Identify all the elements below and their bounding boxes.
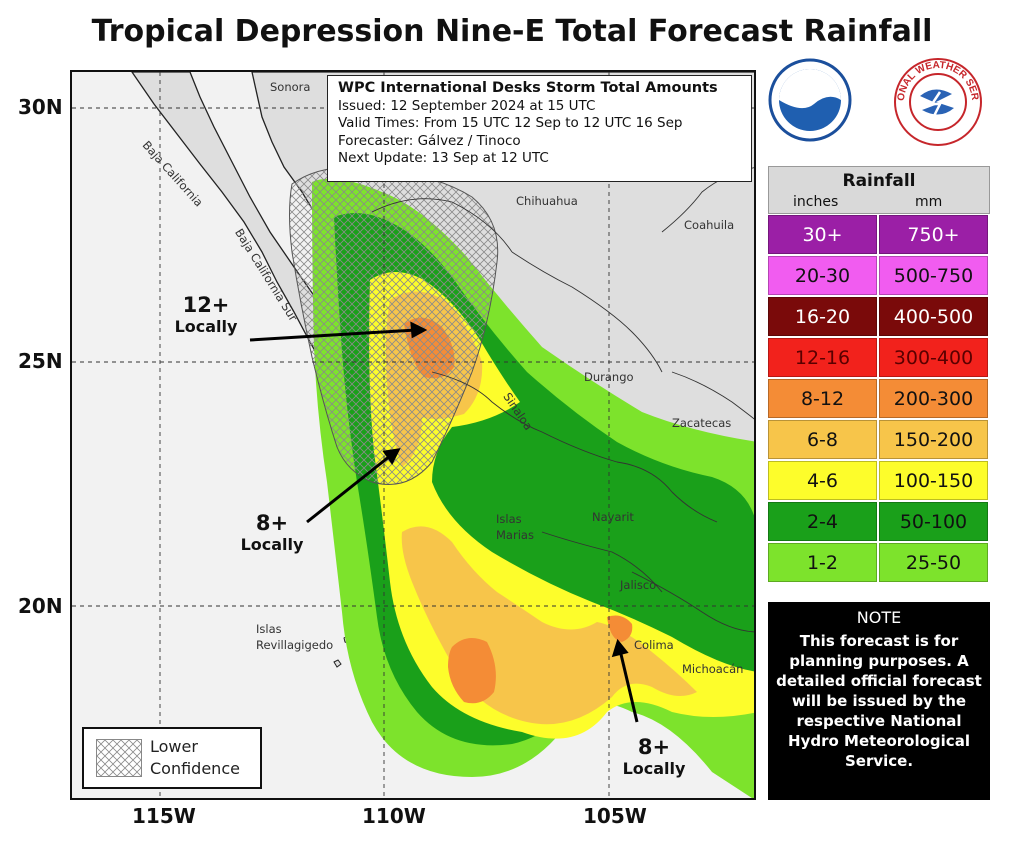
lat-label-30n: 30N: [18, 95, 63, 119]
legend-cell-mm: 150-200: [879, 420, 988, 459]
legend-mm-label: mm: [915, 194, 943, 210]
callout-amount: 8+: [255, 511, 289, 535]
map-title: Tropical Depression Nine-E Total Forecas…: [91, 14, 933, 49]
map-graphic: [72, 72, 754, 798]
legend-row: 8-12 200-300: [768, 378, 990, 419]
info-issued: Issued: 12 September 2024 at 15 UTC: [338, 97, 596, 114]
legend-row: 6-8 150-200: [768, 419, 990, 460]
legend-cell-mm: 400-500: [879, 297, 988, 336]
hatch-swatch: [96, 739, 142, 777]
legend-cell-mm: 750+: [879, 215, 988, 254]
lower-confidence-region: [289, 166, 499, 485]
legend-row: 20-30 500-750: [768, 255, 990, 296]
legend-cell-inches: 2-4: [768, 502, 877, 541]
nws-logo: NATIONAL WEATHER SERVICE: [890, 56, 982, 146]
legend-cell-mm: 500-750: [879, 256, 988, 295]
place-nayarit: Nayarit: [592, 510, 634, 524]
legend-cell-mm: 50-100: [879, 502, 988, 541]
lon-label-105w: 105W: [583, 804, 647, 828]
info-valid-times: Valid Times: From 15 UTC 12 Sep to 12 UT…: [338, 115, 683, 131]
place-zacatecas: Zacatecas: [672, 416, 732, 430]
note-box: NOTE This forecast is for planning purpo…: [768, 602, 990, 800]
noaa-logo: NOAA: [768, 58, 852, 142]
place-islas-revillagigedo-2: Revillagigedo: [256, 638, 334, 652]
rainfall-map: Sonora Baja California Baja California S…: [70, 70, 756, 800]
legend-cell-inches: 8-12: [768, 379, 877, 418]
legend-cell-inches: 16-20: [768, 297, 877, 336]
state-boundaries: [371, 167, 754, 633]
legend-cell-inches: 6-8: [768, 420, 877, 459]
legend-cell-mm: 25-50: [879, 543, 988, 582]
callout-locally: Locally: [174, 317, 238, 336]
place-colima: Colima: [634, 638, 674, 652]
legend-cell-inches: 4-6: [768, 461, 877, 500]
callout-amount: 12+: [182, 293, 230, 317]
legend-row: 16-20 400-500: [768, 296, 990, 337]
info-next-update: Next Update: 13 Sep at 12 UTC: [338, 150, 549, 166]
callout-8-plus-colima: 8+ Locally: [612, 736, 696, 780]
lat-label-25n: 25N: [18, 349, 63, 373]
legend-row: 1-2 25-50: [768, 542, 990, 583]
place-michoacan: Michoacán: [682, 662, 744, 676]
lat-label-20n: 20N: [18, 594, 63, 618]
legend-cell-inches: 1-2: [768, 543, 877, 582]
place-chihuahua: Chihuahua: [516, 194, 578, 208]
info-title: WPC International Desks Storm Total Amou…: [338, 80, 718, 96]
legend-row: 12-16 300-400: [768, 337, 990, 378]
band-6-8: [386, 291, 697, 725]
forecast-info-box: WPC International Desks Storm Total Amou…: [327, 75, 752, 182]
legend-rows: 30+ 750+ 20-30 500-750 16-20 400-500 12-16 300-…: [768, 214, 990, 583]
note-body: This forecast is for planning purposes. …: [776, 632, 982, 770]
callout-amount: 8+: [637, 735, 671, 759]
place-islas-revillagigedo-1: Islas: [256, 622, 282, 636]
note-title: NOTE: [856, 608, 902, 627]
info-forecaster: Forecaster: Gálvez / Tinoco: [338, 132, 521, 149]
legend-cell-mm: 200-300: [879, 379, 988, 418]
legend-inches-label: inches: [793, 194, 839, 210]
confidence-line-1: Lower: [150, 737, 198, 756]
legend-cell-mm: 100-150: [879, 461, 988, 500]
confidence-line-2: Confidence: [150, 759, 240, 778]
place-durango: Durango: [584, 370, 634, 384]
callout-arrows: [249, 321, 639, 723]
callout-locally: Locally: [240, 535, 304, 554]
callout-12-plus: 12+ Locally: [164, 294, 248, 338]
noaa-logo-text: NOAA: [791, 82, 830, 97]
legend-cell-inches: 20-30: [768, 256, 877, 295]
callout-8-plus-baja: 8+ Locally: [230, 512, 314, 556]
rainfall-legend: Rainfall inches mm 30+ 750+ 20-30 500-750 16…: [768, 166, 990, 583]
place-jalisco: Jalisco: [620, 578, 657, 592]
legend-header: Rainfall inches mm: [768, 166, 990, 214]
legend-cell-mm: 300-400: [879, 338, 988, 377]
confidence-legend-text: Lower Confidence: [150, 736, 240, 780]
legend-row: 30+ 750+: [768, 214, 990, 255]
legend-row: 4-6 100-150: [768, 460, 990, 501]
place-coahuila: Coahuila: [684, 218, 735, 232]
place-islas-marias-1: Islas: [496, 512, 522, 526]
place-islas-marias-2: Marias: [496, 528, 534, 542]
callout-locally: Locally: [622, 759, 686, 778]
legend-cell-inches: 12-16: [768, 338, 877, 377]
lon-label-110w: 110W: [362, 804, 426, 828]
legend-cell-inches: 30+: [768, 215, 877, 254]
legend-title: Rainfall: [842, 171, 916, 191]
place-sonora: Sonora: [270, 80, 311, 94]
lower-confidence-legend: Lower Confidence: [82, 727, 262, 789]
lon-label-115w: 115W: [132, 804, 196, 828]
legend-row: 2-4 50-100: [768, 501, 990, 542]
